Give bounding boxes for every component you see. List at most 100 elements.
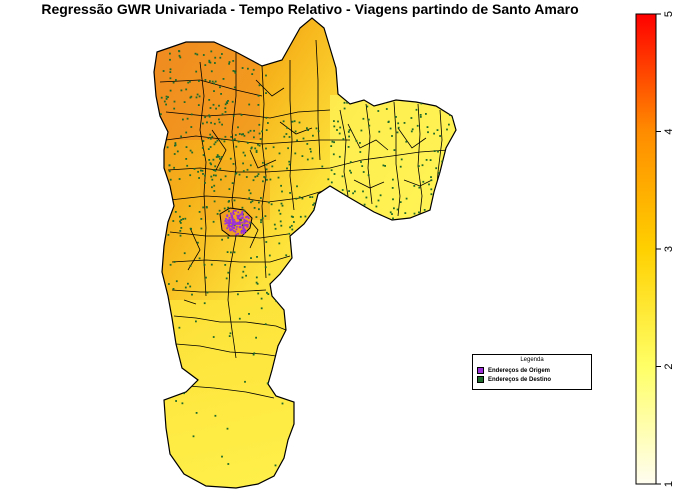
destination-point [211, 186, 213, 189]
map-legend: Legenda Endereços de Origem Endereços de… [472, 354, 592, 390]
destination-point [440, 206, 443, 209]
destination-point [249, 164, 252, 167]
destination-point [265, 163, 268, 166]
destination-point [316, 202, 319, 204]
destination-point [367, 118, 370, 121]
destination-point [432, 102, 435, 105]
destination-point [360, 209, 363, 211]
destination-point [204, 182, 206, 184]
destination-point [349, 169, 351, 172]
destination-point [287, 147, 289, 150]
destination-point [311, 196, 314, 198]
destination-point [226, 427, 229, 430]
destination-point [208, 114, 210, 117]
destination-point [230, 136, 233, 138]
destination-point [330, 181, 333, 184]
destination-point [189, 227, 192, 230]
destination-point [209, 162, 212, 165]
origin-point [235, 228, 238, 231]
destination-point [188, 205, 191, 207]
destination-point [306, 127, 308, 130]
destination-point [455, 112, 456, 115]
destination-point [225, 277, 228, 280]
destination-point [354, 215, 357, 218]
destination-point [202, 54, 205, 56]
destination-point [290, 261, 293, 264]
destination-point [311, 157, 314, 160]
origin-point [228, 224, 230, 227]
destination-point [405, 140, 408, 143]
legend-item-destination-label: Endereços de Destino [488, 377, 552, 384]
destination-point [262, 180, 264, 183]
destination-point [285, 254, 288, 257]
destination-point [215, 174, 217, 177]
destination-point [260, 297, 263, 300]
destination-point [448, 123, 450, 126]
destination-point [227, 100, 229, 102]
destination-point [224, 175, 227, 178]
destination-point [289, 192, 291, 194]
destination-point [347, 146, 350, 148]
destination-point [260, 197, 262, 199]
destination-point [247, 131, 250, 134]
destination-point [378, 130, 381, 133]
origin-point [234, 209, 237, 212]
scale-tick-label: 3 [663, 246, 675, 252]
origin-point [235, 225, 238, 228]
destination-point [180, 135, 182, 138]
destination-point [261, 130, 263, 133]
origin-point [246, 225, 249, 228]
destination-point [337, 120, 339, 123]
destination-point [348, 135, 350, 138]
destination-point [396, 208, 399, 211]
destination-point [213, 190, 216, 192]
destination-point [255, 281, 258, 284]
destination-point [264, 215, 267, 217]
destination-point [257, 94, 260, 97]
destination-point [240, 114, 243, 116]
destination-point [242, 170, 245, 172]
destination-point [233, 199, 236, 202]
destination-point [250, 146, 253, 149]
destination-point [214, 62, 216, 64]
origin-point [242, 232, 245, 235]
legend-item-origin: Endereços de Origem [477, 367, 550, 375]
destination-point [165, 95, 168, 98]
destination-point [221, 238, 223, 241]
destination-point [185, 131, 188, 134]
destination-point [190, 126, 193, 128]
color-scale: 1 2 3 4 5 [635, 11, 675, 487]
destination-point [391, 135, 393, 137]
destination-point [338, 132, 341, 135]
destination-point [178, 178, 181, 180]
destination-point [437, 150, 439, 153]
destination-point [257, 143, 259, 146]
destination-point [348, 129, 351, 131]
destination-point [198, 177, 200, 179]
origin-point [245, 223, 248, 226]
destination-point [291, 120, 294, 123]
destination-point [211, 80, 214, 83]
destination-point [293, 221, 295, 223]
destination-point [341, 175, 344, 178]
destination-point [290, 215, 293, 218]
destination-point [209, 107, 212, 109]
destination-point [296, 139, 298, 142]
destination-point [231, 182, 234, 184]
destination-point [348, 190, 350, 192]
destination-point [343, 204, 345, 207]
destination-point [393, 149, 396, 151]
origin-point [241, 214, 244, 216]
destination-point [280, 224, 283, 227]
destination-point [210, 263, 213, 266]
destination-point [238, 317, 241, 320]
destination-point [198, 257, 201, 260]
destination-point [295, 197, 298, 200]
destination-point [224, 135, 227, 138]
destination-point [210, 175, 213, 178]
origin-point [246, 223, 249, 226]
destination-point [318, 202, 321, 205]
destination-point [271, 165, 274, 168]
destination-point [213, 122, 216, 125]
destination-point [416, 124, 419, 127]
